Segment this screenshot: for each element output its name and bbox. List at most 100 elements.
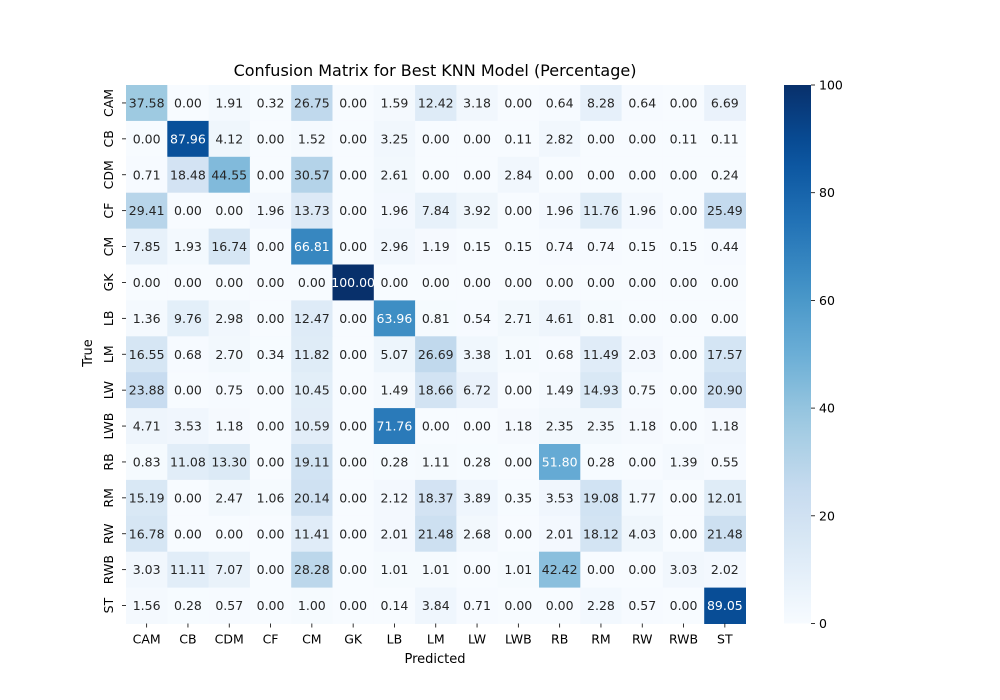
- heatmap-cell: [167, 120, 210, 158]
- cell-value-label: 0.00: [174, 203, 202, 218]
- cell-value-label: 11.08: [170, 454, 206, 469]
- cell-value-label: 0.00: [174, 383, 202, 398]
- cell-value-label: 0.00: [339, 526, 367, 541]
- heatmap-cell: [249, 444, 292, 481]
- cell-value-label: 0.81: [587, 311, 615, 326]
- cell-value-label: 1.18: [628, 419, 656, 434]
- heatmap-cell: [332, 444, 375, 481]
- x-axis-label: Predicted: [404, 652, 465, 667]
- cell-value-label: 0.00: [381, 275, 409, 290]
- cell-value-label: 0.00: [628, 131, 656, 146]
- heatmap-cell: [373, 336, 416, 373]
- cell-value-label: 0.00: [257, 167, 285, 182]
- cell-value-label: 1.01: [504, 347, 532, 362]
- cell-value-label: 0.00: [587, 131, 615, 146]
- heatmap-cell: [704, 515, 746, 553]
- heatmap-cell: [126, 479, 168, 517]
- heatmap-cell: [539, 228, 581, 265]
- cell-value-label: 0.00: [422, 131, 450, 146]
- heatmap-cell: [415, 479, 457, 517]
- heatmap-cell: [662, 479, 705, 517]
- heatmap-cell: [497, 479, 540, 517]
- heatmap-cell: [456, 515, 499, 553]
- cell-value-label: 0.00: [339, 203, 367, 218]
- cell-value-label: 1.96: [257, 203, 285, 218]
- cell-value-label: 1.11: [422, 454, 450, 469]
- cell-value-label: 16.74: [211, 239, 247, 254]
- heatmap-cell: [167, 228, 210, 265]
- cell-value-label: 0.11: [504, 131, 532, 146]
- heatmap-cell: [332, 264, 375, 301]
- cell-value-label: 2.03: [628, 347, 656, 362]
- heatmap-cell: [415, 228, 457, 265]
- heatmap-cell: [662, 85, 705, 122]
- heatmap-cell: [249, 85, 292, 122]
- heatmap-cell: [415, 444, 457, 481]
- x-tick-label: RM: [591, 632, 610, 647]
- cell-value-label: 0.00: [133, 131, 161, 146]
- heatmap-cell: [167, 444, 210, 481]
- heatmap-cell: [167, 156, 210, 194]
- y-tick-label: CDM: [101, 160, 116, 189]
- heatmap-cell: [373, 444, 416, 481]
- heatmap-cell: [249, 228, 292, 265]
- colorbar-tick-label: 80: [819, 185, 835, 200]
- x-tick-label: CB: [179, 632, 196, 647]
- x-tick-label: LWB: [505, 632, 532, 647]
- cell-value-label: 0.00: [628, 167, 656, 182]
- heatmap-cell: [373, 120, 416, 158]
- cell-value-label: 12.01: [707, 490, 743, 505]
- cell-value-label: 3.84: [422, 598, 450, 613]
- cell-value-label: 0.00: [504, 203, 532, 218]
- heatmap-cell: [126, 587, 168, 624]
- cell-value-label: 0.00: [670, 526, 698, 541]
- heatmap-cell: [662, 444, 705, 481]
- cell-value-label: 0.00: [670, 490, 698, 505]
- heatmap-cell: [456, 336, 499, 373]
- cell-value-label: 11.82: [294, 347, 330, 362]
- heatmap-cell: [208, 479, 251, 517]
- heatmap-cell: [415, 156, 457, 194]
- cell-value-label: 0.64: [628, 95, 656, 110]
- heatmap-cell: [497, 156, 540, 194]
- heatmap-cell: [249, 120, 292, 158]
- heatmap-cell: [456, 85, 499, 122]
- heatmap-cell: [208, 408, 251, 445]
- x-tick-label: ST: [717, 632, 733, 647]
- heatmap-cell: [539, 85, 581, 122]
- cell-value-label: 0.11: [670, 131, 698, 146]
- x-axis-ticks: CAM CB CDM CF CM GK LB LM LW LWB RB RM RW RWB ST: [133, 623, 733, 647]
- cell-value-label: 100.00: [331, 275, 375, 290]
- cell-value-label: 0.00: [339, 131, 367, 146]
- heatmap-cell: [456, 300, 499, 337]
- cell-value-label: 0.00: [257, 383, 285, 398]
- cell-value-label: 1.52: [298, 131, 326, 146]
- heatmap-cell: [704, 336, 746, 373]
- y-tick-label: CAM: [101, 89, 116, 117]
- cell-value-label: 13.30: [211, 454, 247, 469]
- cell-value-label: 0.00: [257, 562, 285, 577]
- heatmap-cell: [662, 120, 705, 158]
- cell-value-label: 2.12: [381, 490, 409, 505]
- heatmap-cell: [167, 372, 210, 409]
- y-tick-label: RW: [101, 523, 116, 544]
- x-tick-label: RWB: [669, 632, 698, 647]
- cell-value-label: 15.19: [129, 490, 165, 505]
- cell-value-label: 63.96: [377, 311, 413, 326]
- cell-value-label: 0.00: [339, 383, 367, 398]
- heatmap-cell: [621, 85, 664, 122]
- cell-value-label: 0.00: [587, 562, 615, 577]
- cell-value-label: 1.01: [422, 562, 450, 577]
- cell-value-label: 0.28: [381, 454, 409, 469]
- cell-value-label: 0.00: [628, 311, 656, 326]
- cell-value-label: 21.48: [418, 526, 454, 541]
- heatmap-cell: [580, 479, 623, 517]
- heatmap-cell: [167, 551, 210, 589]
- heatmap-cell: [704, 551, 746, 589]
- cell-value-label: 13.73: [294, 203, 330, 218]
- heatmap-cell: [456, 264, 499, 301]
- heatmap-cell: [373, 85, 416, 122]
- cell-value-label: 2.01: [381, 526, 409, 541]
- cell-value-label: 0.00: [463, 562, 491, 577]
- y-axis-label: True: [81, 339, 96, 368]
